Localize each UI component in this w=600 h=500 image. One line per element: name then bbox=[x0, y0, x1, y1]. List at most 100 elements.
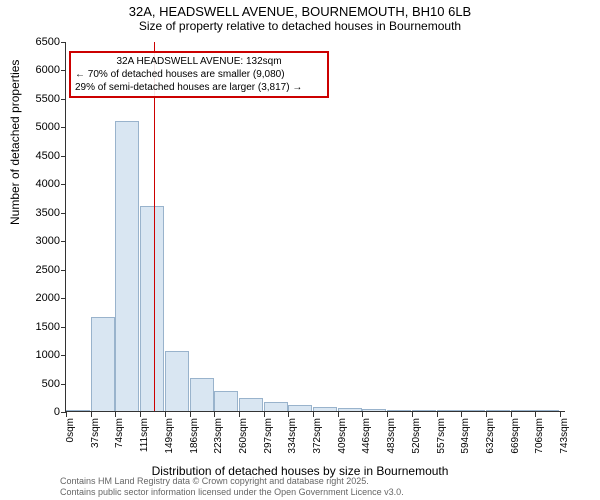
x-tick-mark bbox=[115, 412, 116, 417]
histogram-bar bbox=[461, 410, 485, 411]
chart-title-sub: Size of property relative to detached ho… bbox=[0, 19, 600, 33]
histogram-bar bbox=[535, 410, 559, 411]
histogram-bar bbox=[511, 410, 535, 411]
y-tick-label: 4000 bbox=[5, 178, 60, 190]
x-tick-label: 111sqm bbox=[139, 418, 150, 458]
x-tick-label: 260sqm bbox=[238, 418, 249, 458]
histogram-bar bbox=[412, 410, 436, 411]
y-tick-label: 2000 bbox=[5, 292, 60, 304]
x-tick-label: 743sqm bbox=[559, 418, 570, 458]
x-tick-mark bbox=[140, 412, 141, 417]
y-tick-label: 4500 bbox=[5, 150, 60, 162]
histogram-bar bbox=[115, 121, 139, 411]
x-tick-label: 520sqm bbox=[411, 418, 422, 458]
x-tick-label: 0sqm bbox=[65, 418, 76, 458]
histogram-bar bbox=[91, 317, 115, 411]
x-tick-label: 483sqm bbox=[386, 418, 397, 458]
histogram-bar bbox=[387, 410, 411, 411]
y-tick-label: 1500 bbox=[5, 321, 60, 333]
x-tick-mark bbox=[338, 412, 339, 417]
histogram-bar bbox=[288, 405, 312, 411]
x-tick-mark bbox=[535, 412, 536, 417]
x-tick-label: 706sqm bbox=[534, 418, 545, 458]
x-tick-mark bbox=[387, 412, 388, 417]
chart-title-main: 32A, HEADSWELL AVENUE, BOURNEMOUTH, BH10… bbox=[0, 4, 600, 19]
x-tick-mark bbox=[66, 412, 67, 417]
x-tick-mark bbox=[486, 412, 487, 417]
x-tick-mark bbox=[190, 412, 191, 417]
x-tick-label: 74sqm bbox=[114, 418, 125, 458]
y-tick-label: 2500 bbox=[5, 264, 60, 276]
annotation-line: ← 70% of detached houses are smaller (9,… bbox=[75, 68, 323, 81]
annotation-line: 29% of semi-detached houses are larger (… bbox=[75, 81, 323, 94]
y-tick-mark bbox=[61, 355, 66, 356]
y-tick-label: 5000 bbox=[5, 121, 60, 133]
x-tick-label: 334sqm bbox=[287, 418, 298, 458]
y-tick-mark bbox=[61, 241, 66, 242]
histogram-bar bbox=[437, 410, 461, 411]
x-tick-mark bbox=[214, 412, 215, 417]
y-tick-mark bbox=[61, 270, 66, 271]
x-tick-mark bbox=[461, 412, 462, 417]
x-tick-mark bbox=[91, 412, 92, 417]
histogram-bar bbox=[239, 398, 263, 411]
histogram-bar bbox=[264, 402, 288, 411]
histogram-bar bbox=[313, 407, 337, 411]
annotation-box: 32A HEADSWELL AVENUE: 132sqm← 70% of det… bbox=[69, 51, 329, 98]
x-tick-mark bbox=[313, 412, 314, 417]
y-axis-label: Number of detached properties bbox=[8, 60, 22, 225]
y-tick-mark bbox=[61, 70, 66, 71]
x-tick-mark bbox=[437, 412, 438, 417]
x-tick-label: 297sqm bbox=[263, 418, 274, 458]
x-tick-mark bbox=[511, 412, 512, 417]
title-block: 32A, HEADSWELL AVENUE, BOURNEMOUTH, BH10… bbox=[0, 0, 600, 33]
histogram-bar bbox=[165, 351, 189, 411]
x-tick-label: 37sqm bbox=[90, 418, 101, 458]
histogram-bar bbox=[66, 410, 90, 411]
histogram-bar bbox=[338, 408, 362, 411]
x-tick-mark bbox=[560, 412, 561, 417]
x-tick-mark bbox=[362, 412, 363, 417]
x-tick-label: 372sqm bbox=[312, 418, 323, 458]
y-tick-label: 3000 bbox=[5, 235, 60, 247]
x-tick-label: 594sqm bbox=[460, 418, 471, 458]
x-tick-mark bbox=[264, 412, 265, 417]
y-tick-label: 3500 bbox=[5, 207, 60, 219]
chart-container: 32A, HEADSWELL AVENUE, BOURNEMOUTH, BH10… bbox=[0, 0, 600, 500]
y-tick-label: 5500 bbox=[5, 93, 60, 105]
y-tick-mark bbox=[61, 99, 66, 100]
footer-line-1: Contains HM Land Registry data © Crown c… bbox=[60, 476, 404, 487]
x-tick-label: 409sqm bbox=[337, 418, 348, 458]
x-tick-label: 223sqm bbox=[213, 418, 224, 458]
histogram-bar bbox=[362, 409, 386, 411]
y-tick-label: 0 bbox=[5, 406, 60, 418]
y-tick-mark bbox=[61, 127, 66, 128]
y-tick-mark bbox=[61, 184, 66, 185]
x-tick-mark bbox=[288, 412, 289, 417]
y-tick-mark bbox=[61, 327, 66, 328]
y-tick-mark bbox=[61, 42, 66, 43]
x-tick-label: 632sqm bbox=[485, 418, 496, 458]
histogram-bar bbox=[140, 206, 164, 411]
x-tick-label: 446sqm bbox=[361, 418, 372, 458]
chart-footer: Contains HM Land Registry data © Crown c… bbox=[60, 476, 404, 498]
x-tick-mark bbox=[239, 412, 240, 417]
y-tick-mark bbox=[61, 384, 66, 385]
x-tick-label: 149sqm bbox=[164, 418, 175, 458]
y-tick-mark bbox=[61, 298, 66, 299]
histogram-bar bbox=[486, 410, 510, 411]
plot-area: 32A HEADSWELL AVENUE: 132sqm← 70% of det… bbox=[65, 42, 565, 412]
footer-line-2: Contains public sector information licen… bbox=[60, 487, 404, 498]
histogram-bar bbox=[214, 391, 238, 411]
x-tick-mark bbox=[165, 412, 166, 417]
x-tick-label: 557sqm bbox=[436, 418, 447, 458]
annotation-line: 32A HEADSWELL AVENUE: 132sqm bbox=[75, 55, 323, 68]
x-tick-mark bbox=[412, 412, 413, 417]
y-tick-mark bbox=[61, 156, 66, 157]
y-tick-label: 1000 bbox=[5, 349, 60, 361]
x-tick-label: 186sqm bbox=[189, 418, 200, 458]
y-tick-mark bbox=[61, 213, 66, 214]
y-tick-label: 6000 bbox=[5, 64, 60, 76]
x-tick-label: 669sqm bbox=[510, 418, 521, 458]
y-tick-label: 500 bbox=[5, 378, 60, 390]
